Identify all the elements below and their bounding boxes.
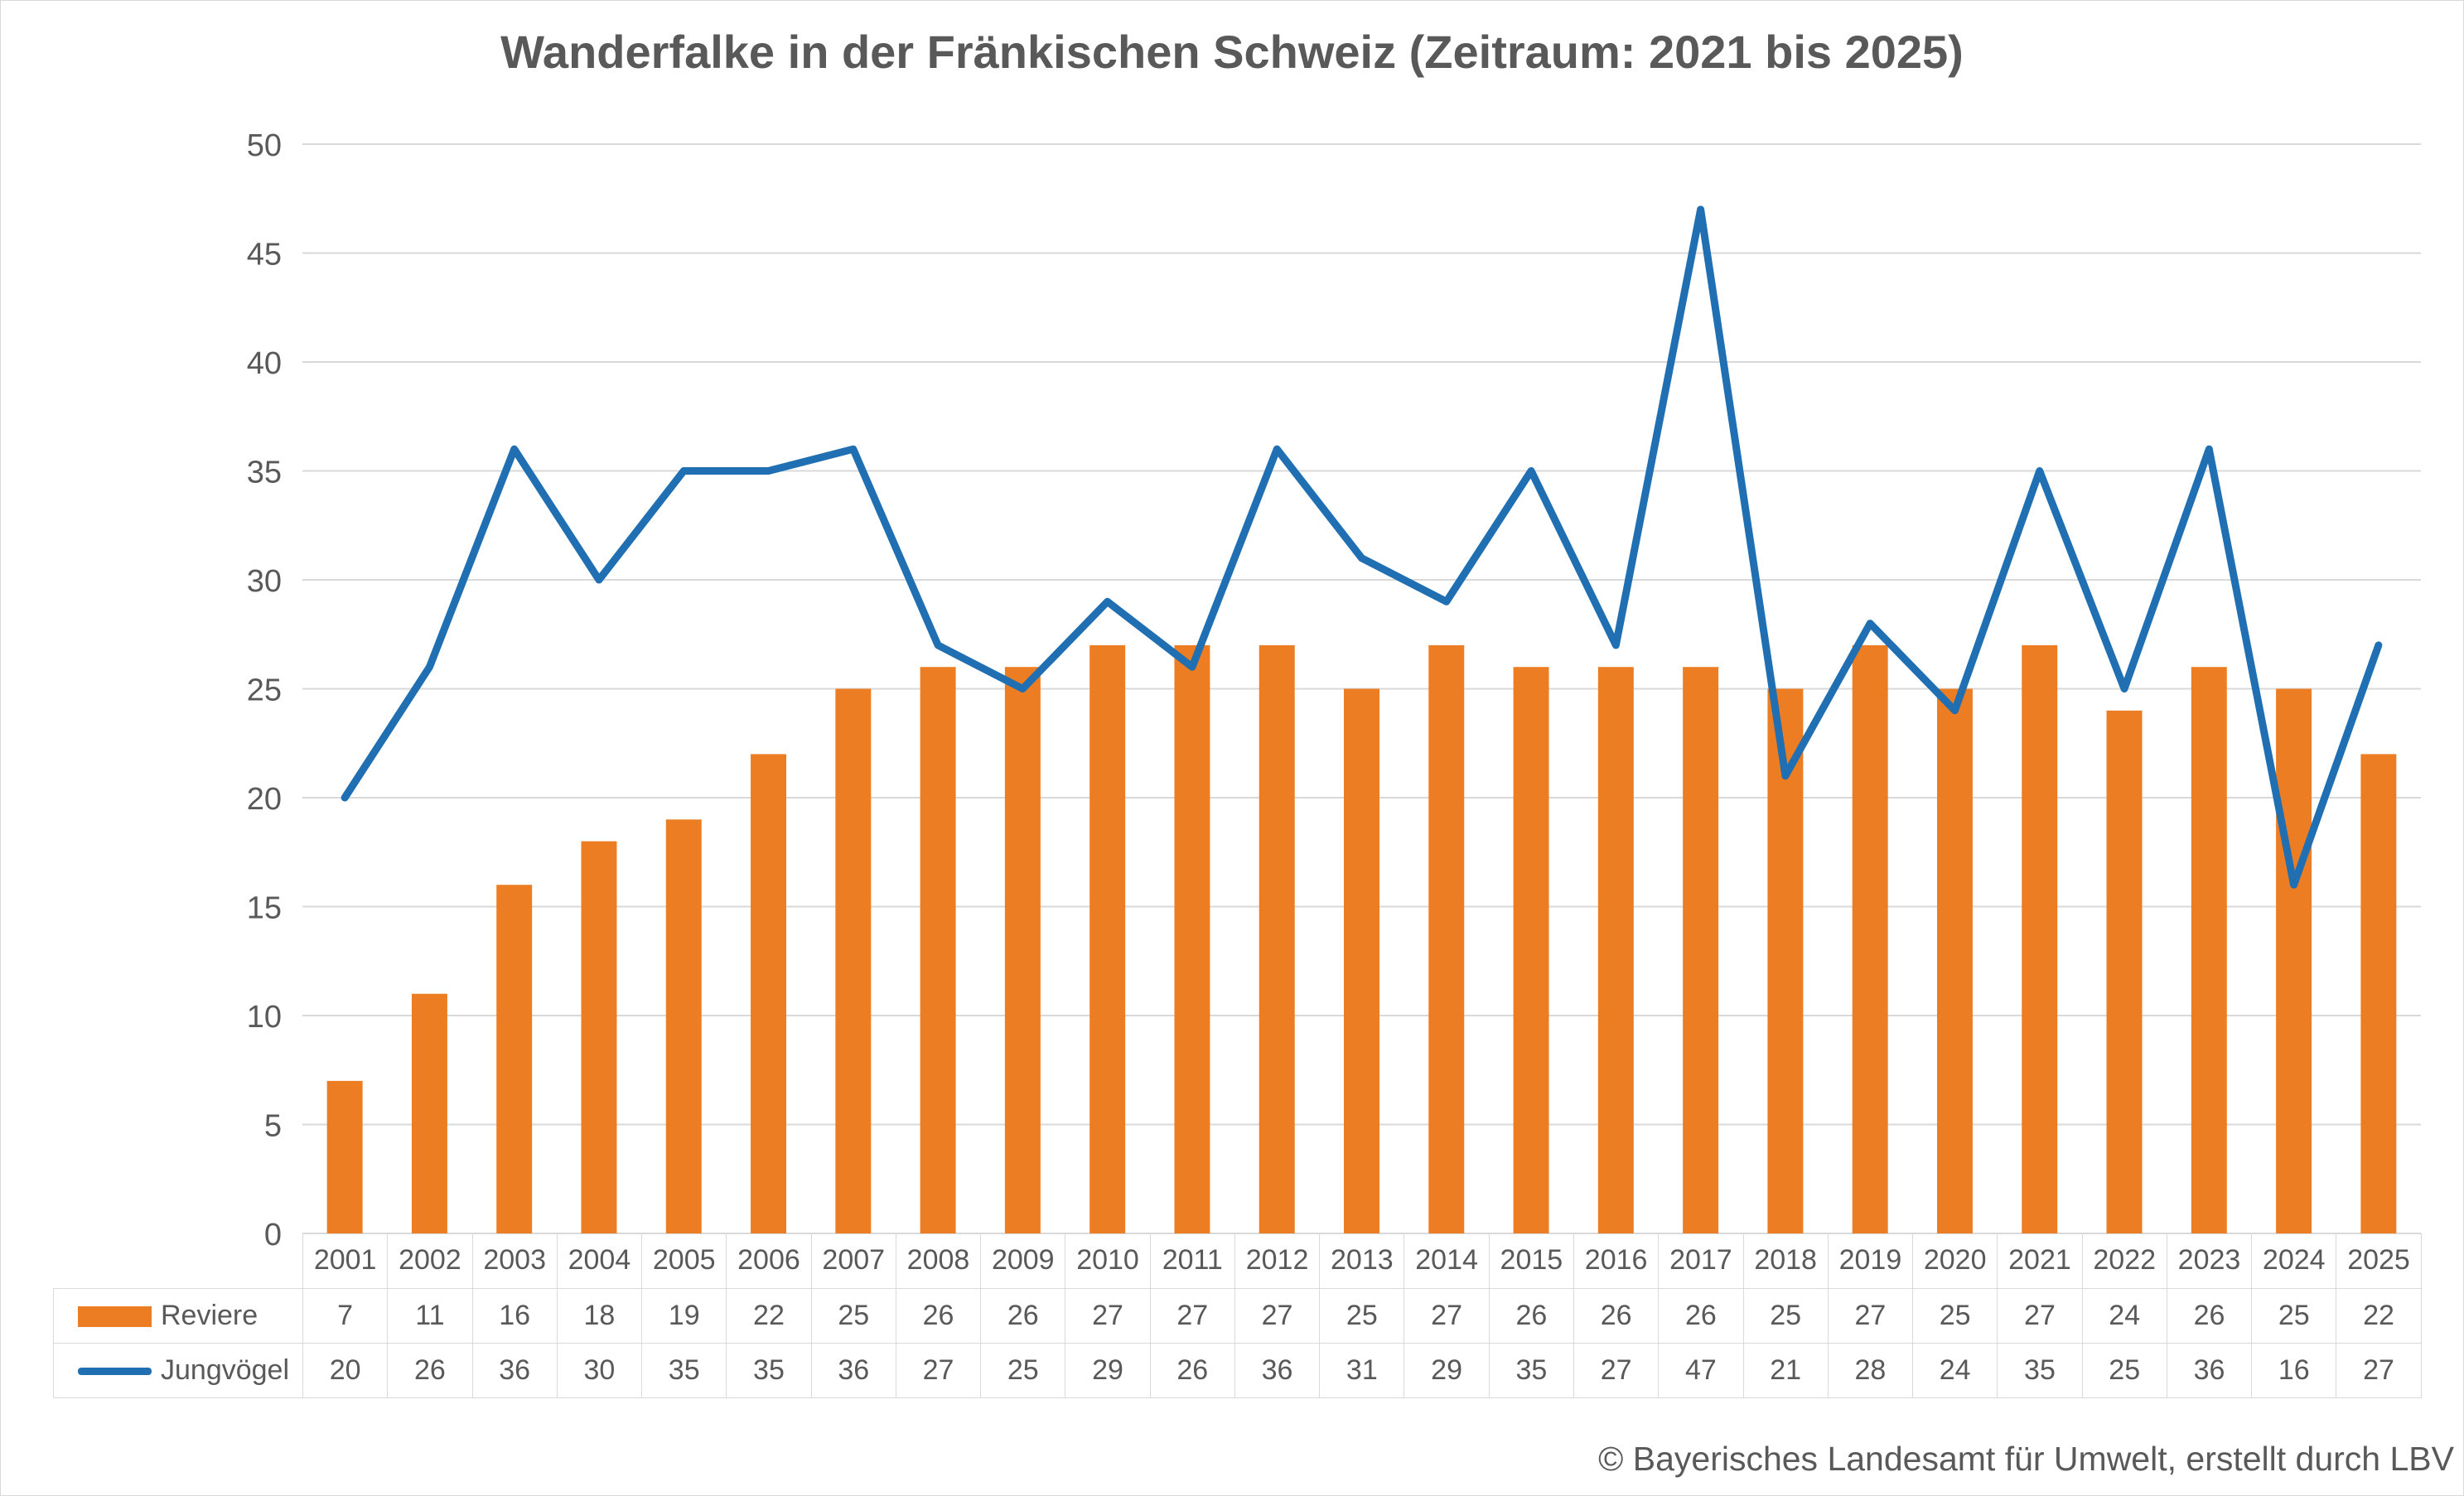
svg-text:40: 40 — [247, 346, 282, 381]
svg-text:10: 10 — [247, 1000, 282, 1035]
svg-text:50: 50 — [247, 128, 282, 163]
svg-text:35: 35 — [247, 456, 282, 490]
svg-text:20: 20 — [247, 782, 282, 817]
svg-text:15: 15 — [247, 891, 282, 926]
svg-text:25: 25 — [247, 673, 282, 708]
svg-text:30: 30 — [247, 564, 282, 599]
svg-text:45: 45 — [247, 238, 282, 273]
svg-text:5: 5 — [264, 1109, 282, 1144]
